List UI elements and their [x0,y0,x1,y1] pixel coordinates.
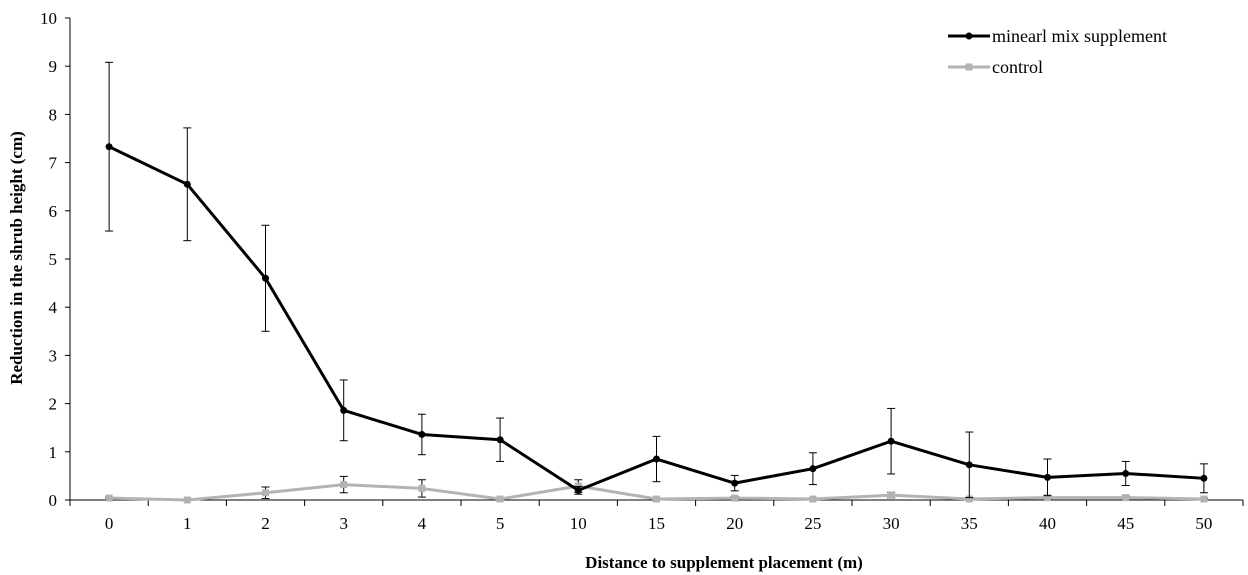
x-tick-label: 5 [496,514,505,533]
legend-swatch-marker [965,63,973,71]
y-tick-label: 1 [49,443,58,462]
data-point [105,494,113,502]
y-axis-title: Reduction in the shrub height (cm) [7,131,26,385]
x-tick-label: 4 [418,514,427,533]
x-tick-label: 20 [726,514,743,533]
x-tick-label: 40 [1039,514,1056,533]
y-tick-label: 7 [49,154,58,173]
x-tick-label: 25 [804,514,821,533]
data-point [418,430,426,438]
legend: minearl mix supplement control [948,26,1167,77]
data-point [105,143,113,151]
data-point [1044,473,1051,481]
data-point [809,495,817,503]
legend-item: minearl mix supplement [948,26,1167,46]
data-point [183,496,191,504]
data-point [887,437,895,445]
data-point [418,484,426,492]
x-tick-label: 0 [105,514,114,533]
data-point [496,495,504,503]
y-tick-label: 9 [49,57,58,76]
data-point [262,274,269,282]
y-tick-label: 3 [49,346,58,365]
legend-item: control [948,57,1043,77]
data-point [731,479,739,487]
legend-label: minearl mix supplement [992,26,1167,46]
data-point [1122,494,1130,502]
x-tick-label: 3 [339,514,348,533]
x-tick-label: 15 [648,514,665,533]
x-tick-label: 35 [961,514,978,533]
series-mineral-mix-supplement [105,61,1208,499]
data-point [1200,474,1208,482]
data-point [1122,469,1130,477]
y-tick-label: 5 [49,250,58,269]
y-tick-label: 4 [49,298,58,317]
data-point [653,495,660,503]
x-tick-label: 50 [1195,514,1212,533]
data-point [262,489,269,497]
data-point [965,495,973,503]
legend-label: control [992,57,1043,77]
y-tick-label: 2 [49,395,58,414]
legend-swatch-marker [965,32,973,40]
x-tick-label: 10 [570,514,587,533]
x-axis-ticks: 0 1 2 3 4 5 10 15 20 25 30 35 40 45 50 [69,500,1244,533]
x-tick-label: 2 [261,514,270,533]
x-tick-label: 1 [183,514,192,533]
x-axis-title: Distance to supplement placement (m) [585,553,863,572]
data-point [1044,494,1051,502]
series-layer [105,61,1208,504]
data-point [496,436,504,444]
x-tick-label: 45 [1117,514,1134,533]
data-point [653,455,660,463]
y-tick-label: 6 [49,202,58,221]
y-tick-label: 0 [49,491,58,510]
data-point [183,180,191,188]
y-tick-label: 8 [49,105,58,124]
x-tick-label: 30 [883,514,900,533]
y-axis-ticks: 0 1 2 3 4 5 6 7 8 9 10 [40,9,70,510]
data-point [1200,495,1208,503]
data-point [574,486,582,494]
data-point [340,481,348,489]
data-point [731,494,739,502]
data-point [965,461,973,469]
data-point [887,491,895,499]
y-tick-label: 10 [40,9,57,28]
data-point [809,465,817,473]
data-point [340,406,348,414]
